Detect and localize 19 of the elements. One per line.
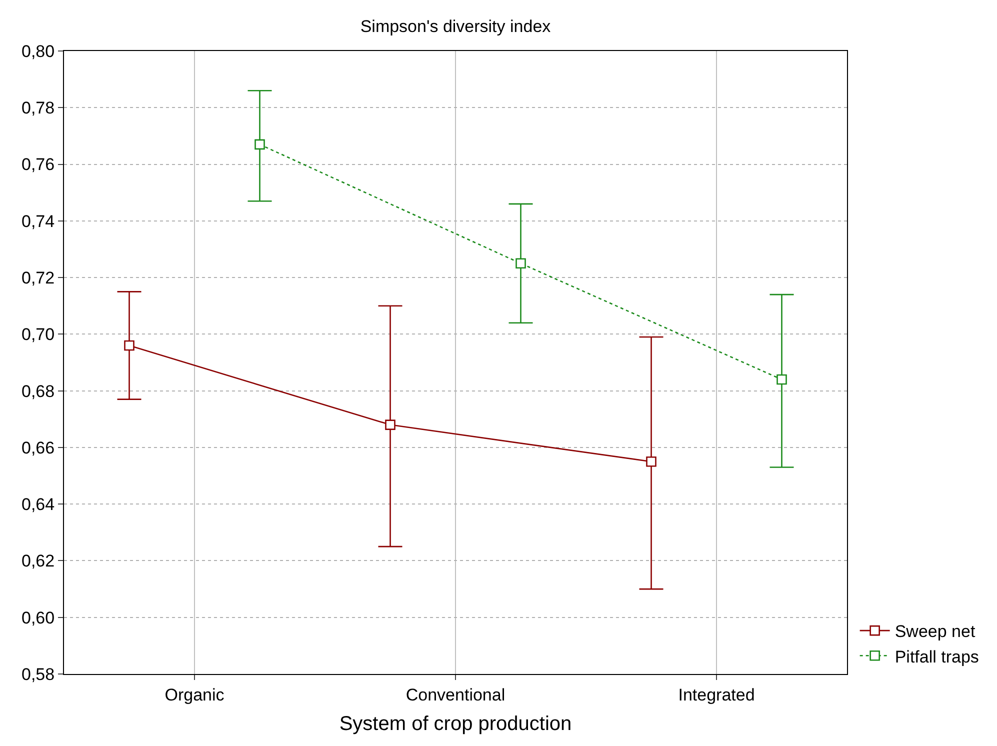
- x-axis-title: System of crop production: [339, 712, 572, 735]
- legend-label: Pitfall traps: [894, 647, 979, 666]
- y-tick-label: 0,60: [22, 608, 55, 628]
- x-tick-label: Conventional: [406, 685, 506, 704]
- y-tick-label: 0,58: [22, 664, 55, 684]
- y-tick-label: 0,80: [22, 42, 55, 61]
- y-tick-label: 0,62: [22, 552, 55, 571]
- y-tick-label: 0,76: [22, 155, 55, 174]
- y-tick-label: 0,68: [22, 382, 55, 401]
- y-tick-label: 0,72: [22, 268, 55, 288]
- x-tick-label: Organic: [164, 685, 225, 704]
- y-tick-label: 0,64: [22, 495, 55, 514]
- x-tick-label: Integrated: [678, 685, 755, 704]
- legend-label: Sweep net: [894, 622, 976, 642]
- y-tick-label: 0,70: [22, 325, 55, 344]
- y-tick-label: 0,78: [22, 98, 55, 118]
- y-tick-label: 0,66: [22, 438, 55, 458]
- y-tick-label: 0,74: [22, 212, 55, 231]
- chart-title: Simpson's diversity index: [360, 16, 552, 36]
